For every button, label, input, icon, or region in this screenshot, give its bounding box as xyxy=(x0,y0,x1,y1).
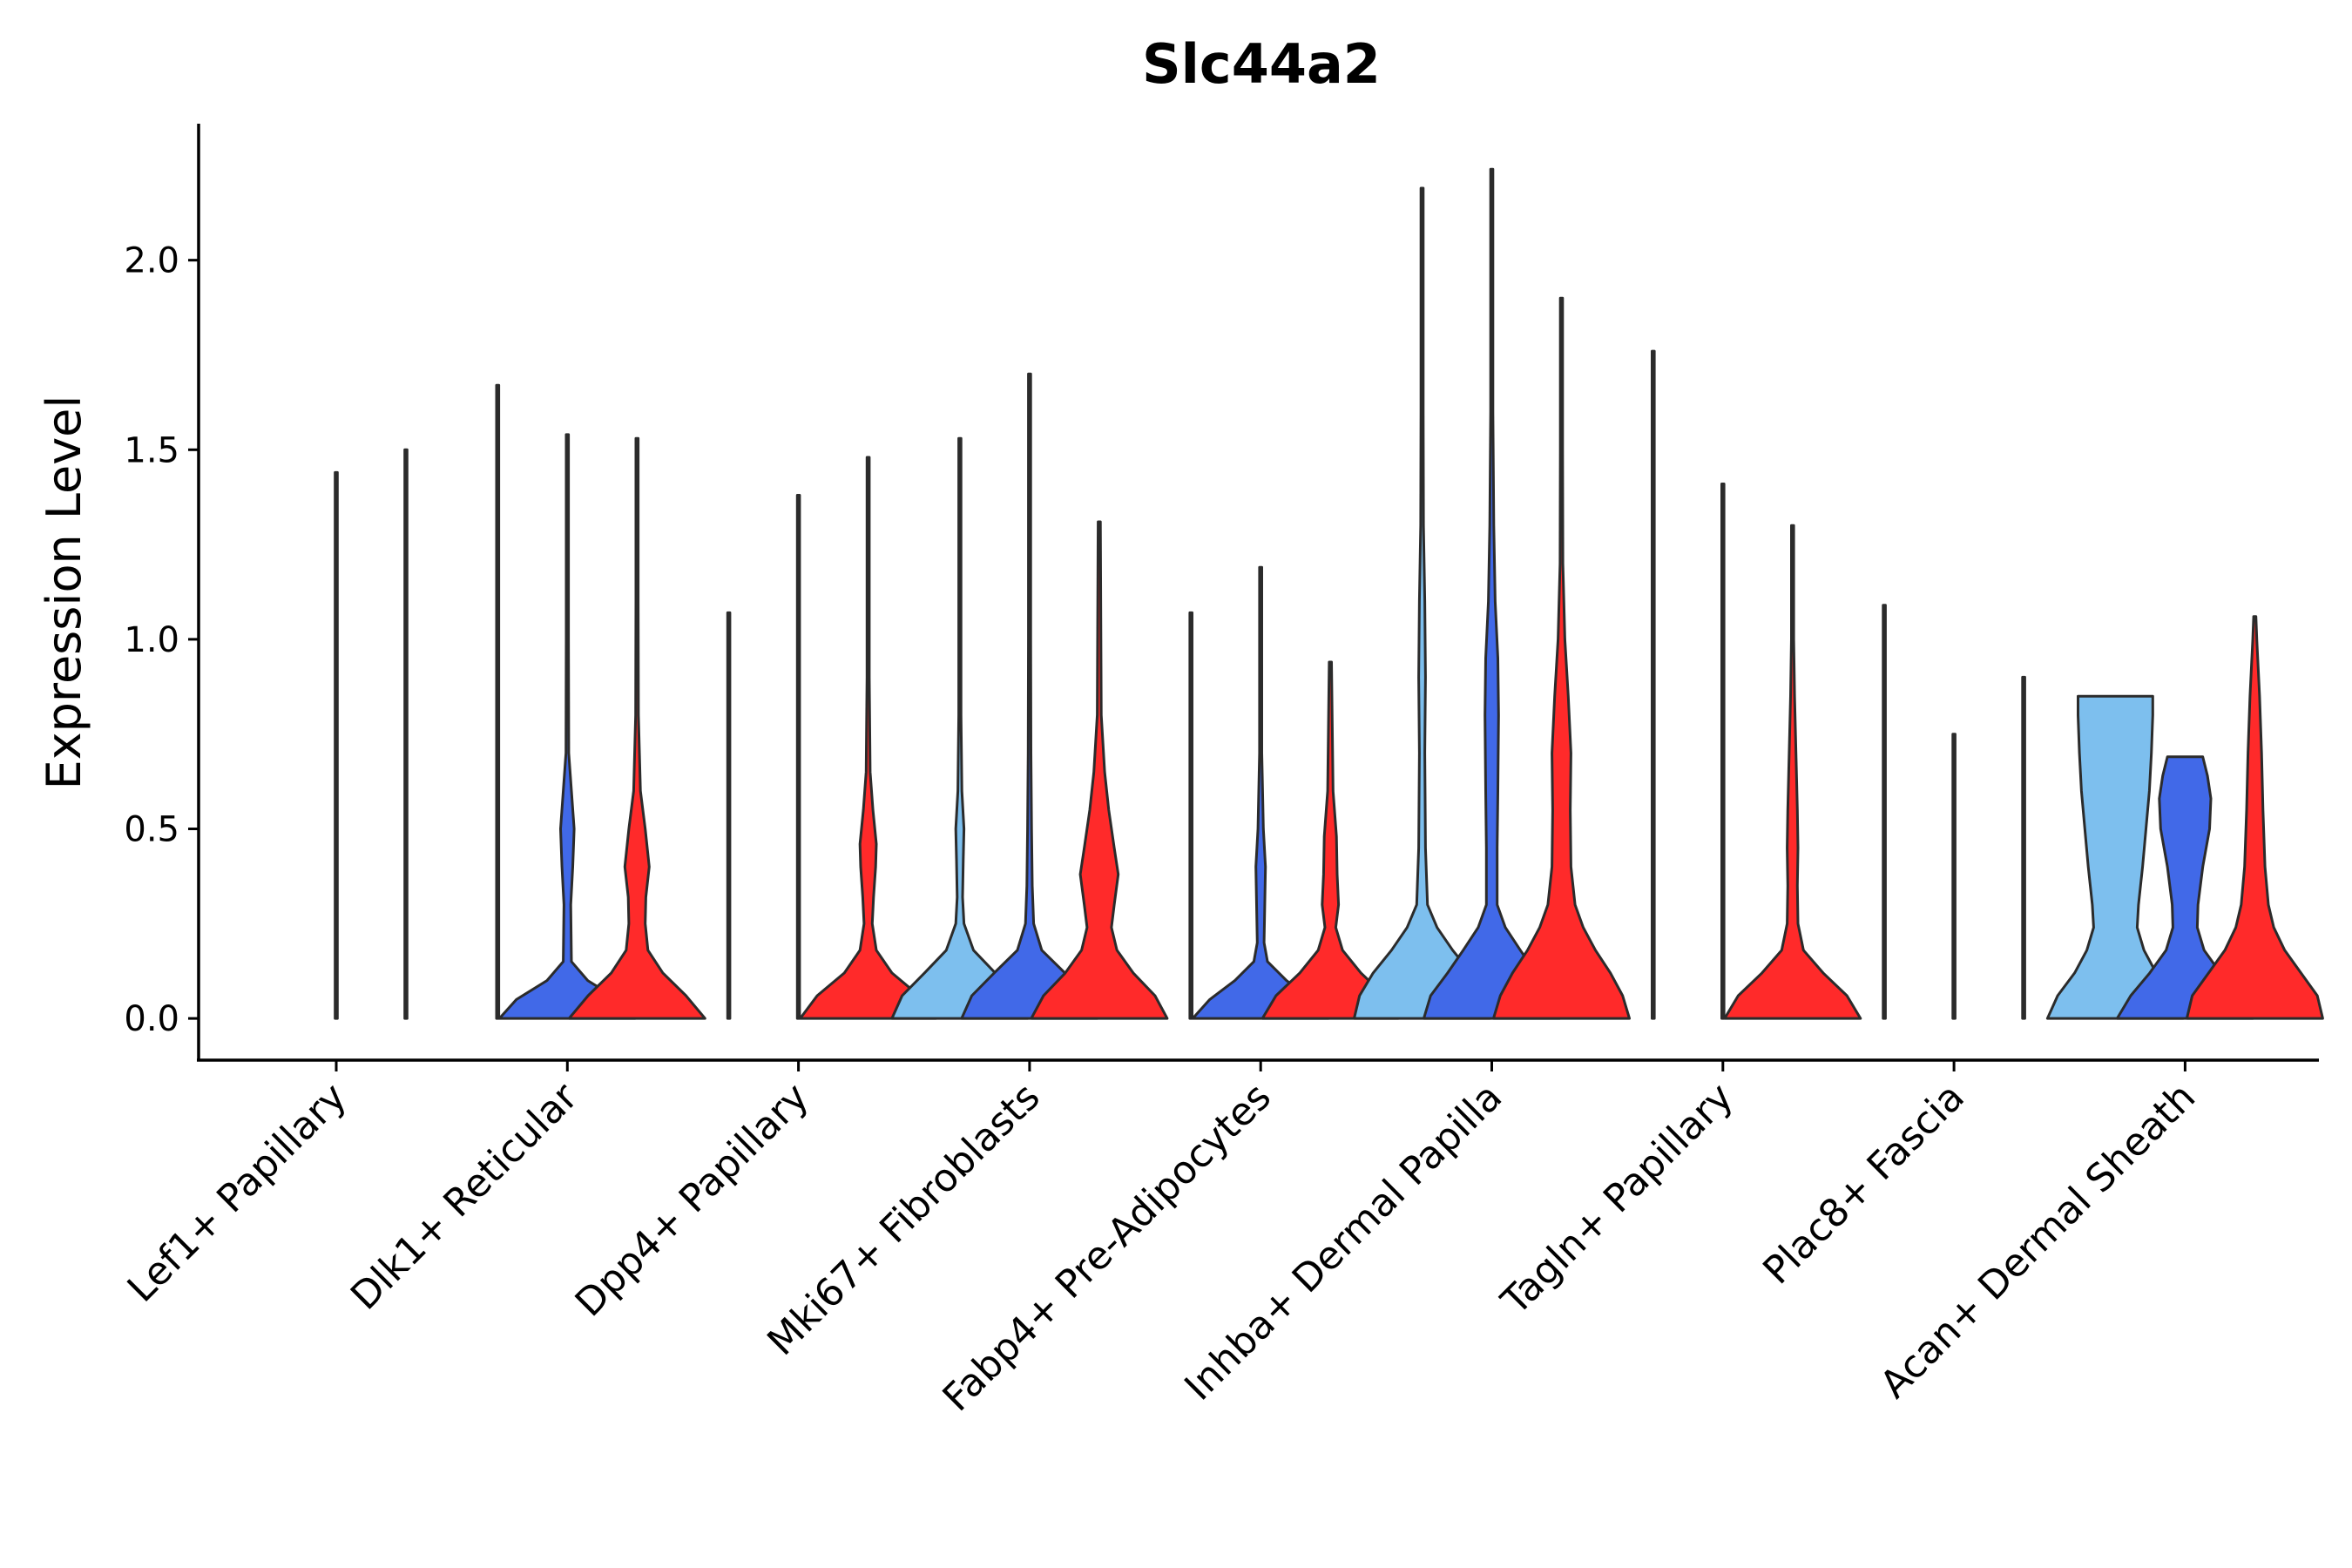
violin-2 xyxy=(2115,755,2254,1020)
violin-2 xyxy=(334,470,339,1020)
violin-3 xyxy=(2185,615,2324,1020)
violin-3 xyxy=(567,436,706,1020)
violin-1 xyxy=(890,436,1030,1020)
violin-2 xyxy=(960,372,1099,1020)
x-tick-label: Plac8+ Fascia xyxy=(1754,1075,1973,1294)
violin-2 xyxy=(497,433,637,1020)
violins-layer xyxy=(334,167,2324,1020)
violin-1 xyxy=(1882,604,1887,1020)
violin-1 xyxy=(495,383,501,1020)
violin-2 xyxy=(1720,483,1726,1020)
violin-3 xyxy=(1723,524,1862,1020)
x-tick-label: Lef1+ Papillary xyxy=(119,1075,355,1311)
violin-2 xyxy=(1423,167,1561,1020)
x-tick-label: Dpp4+ Papillary xyxy=(567,1075,818,1326)
y-ticks: 0.0 0.5 1.0 1.5 2.0 xyxy=(124,241,199,1039)
violin-3 xyxy=(403,448,409,1020)
violin-3 xyxy=(1492,296,1631,1020)
violin-1 xyxy=(1188,611,1193,1020)
y-tick-label: 0.0 xyxy=(124,999,179,1039)
y-tick-label: 1.0 xyxy=(124,620,179,660)
x-tick-label: Tagln+ Papillary xyxy=(1492,1075,1741,1324)
violin-3 xyxy=(1030,520,1169,1020)
y-tick-label: 2.0 xyxy=(124,241,179,281)
chart-title: Slc44a2 xyxy=(1142,32,1381,96)
violin-2 xyxy=(1951,733,1957,1020)
violin-1 xyxy=(1353,186,1491,1020)
y-axis-label: Expression Level xyxy=(37,395,91,790)
violin-2 xyxy=(1191,565,1330,1020)
y-tick-label: 0.5 xyxy=(124,810,179,850)
violin-1 xyxy=(726,611,732,1020)
violin-1 xyxy=(2045,694,2185,1020)
violin-3 xyxy=(1260,660,1400,1020)
violin-3 xyxy=(2021,675,2026,1020)
violin-1 xyxy=(1651,349,1656,1020)
violin-2 xyxy=(795,494,801,1020)
x-tick-label: Dlk1+ Reticular xyxy=(342,1074,587,1319)
y-tick-label: 1.5 xyxy=(124,430,179,470)
violin-3 xyxy=(799,456,938,1020)
